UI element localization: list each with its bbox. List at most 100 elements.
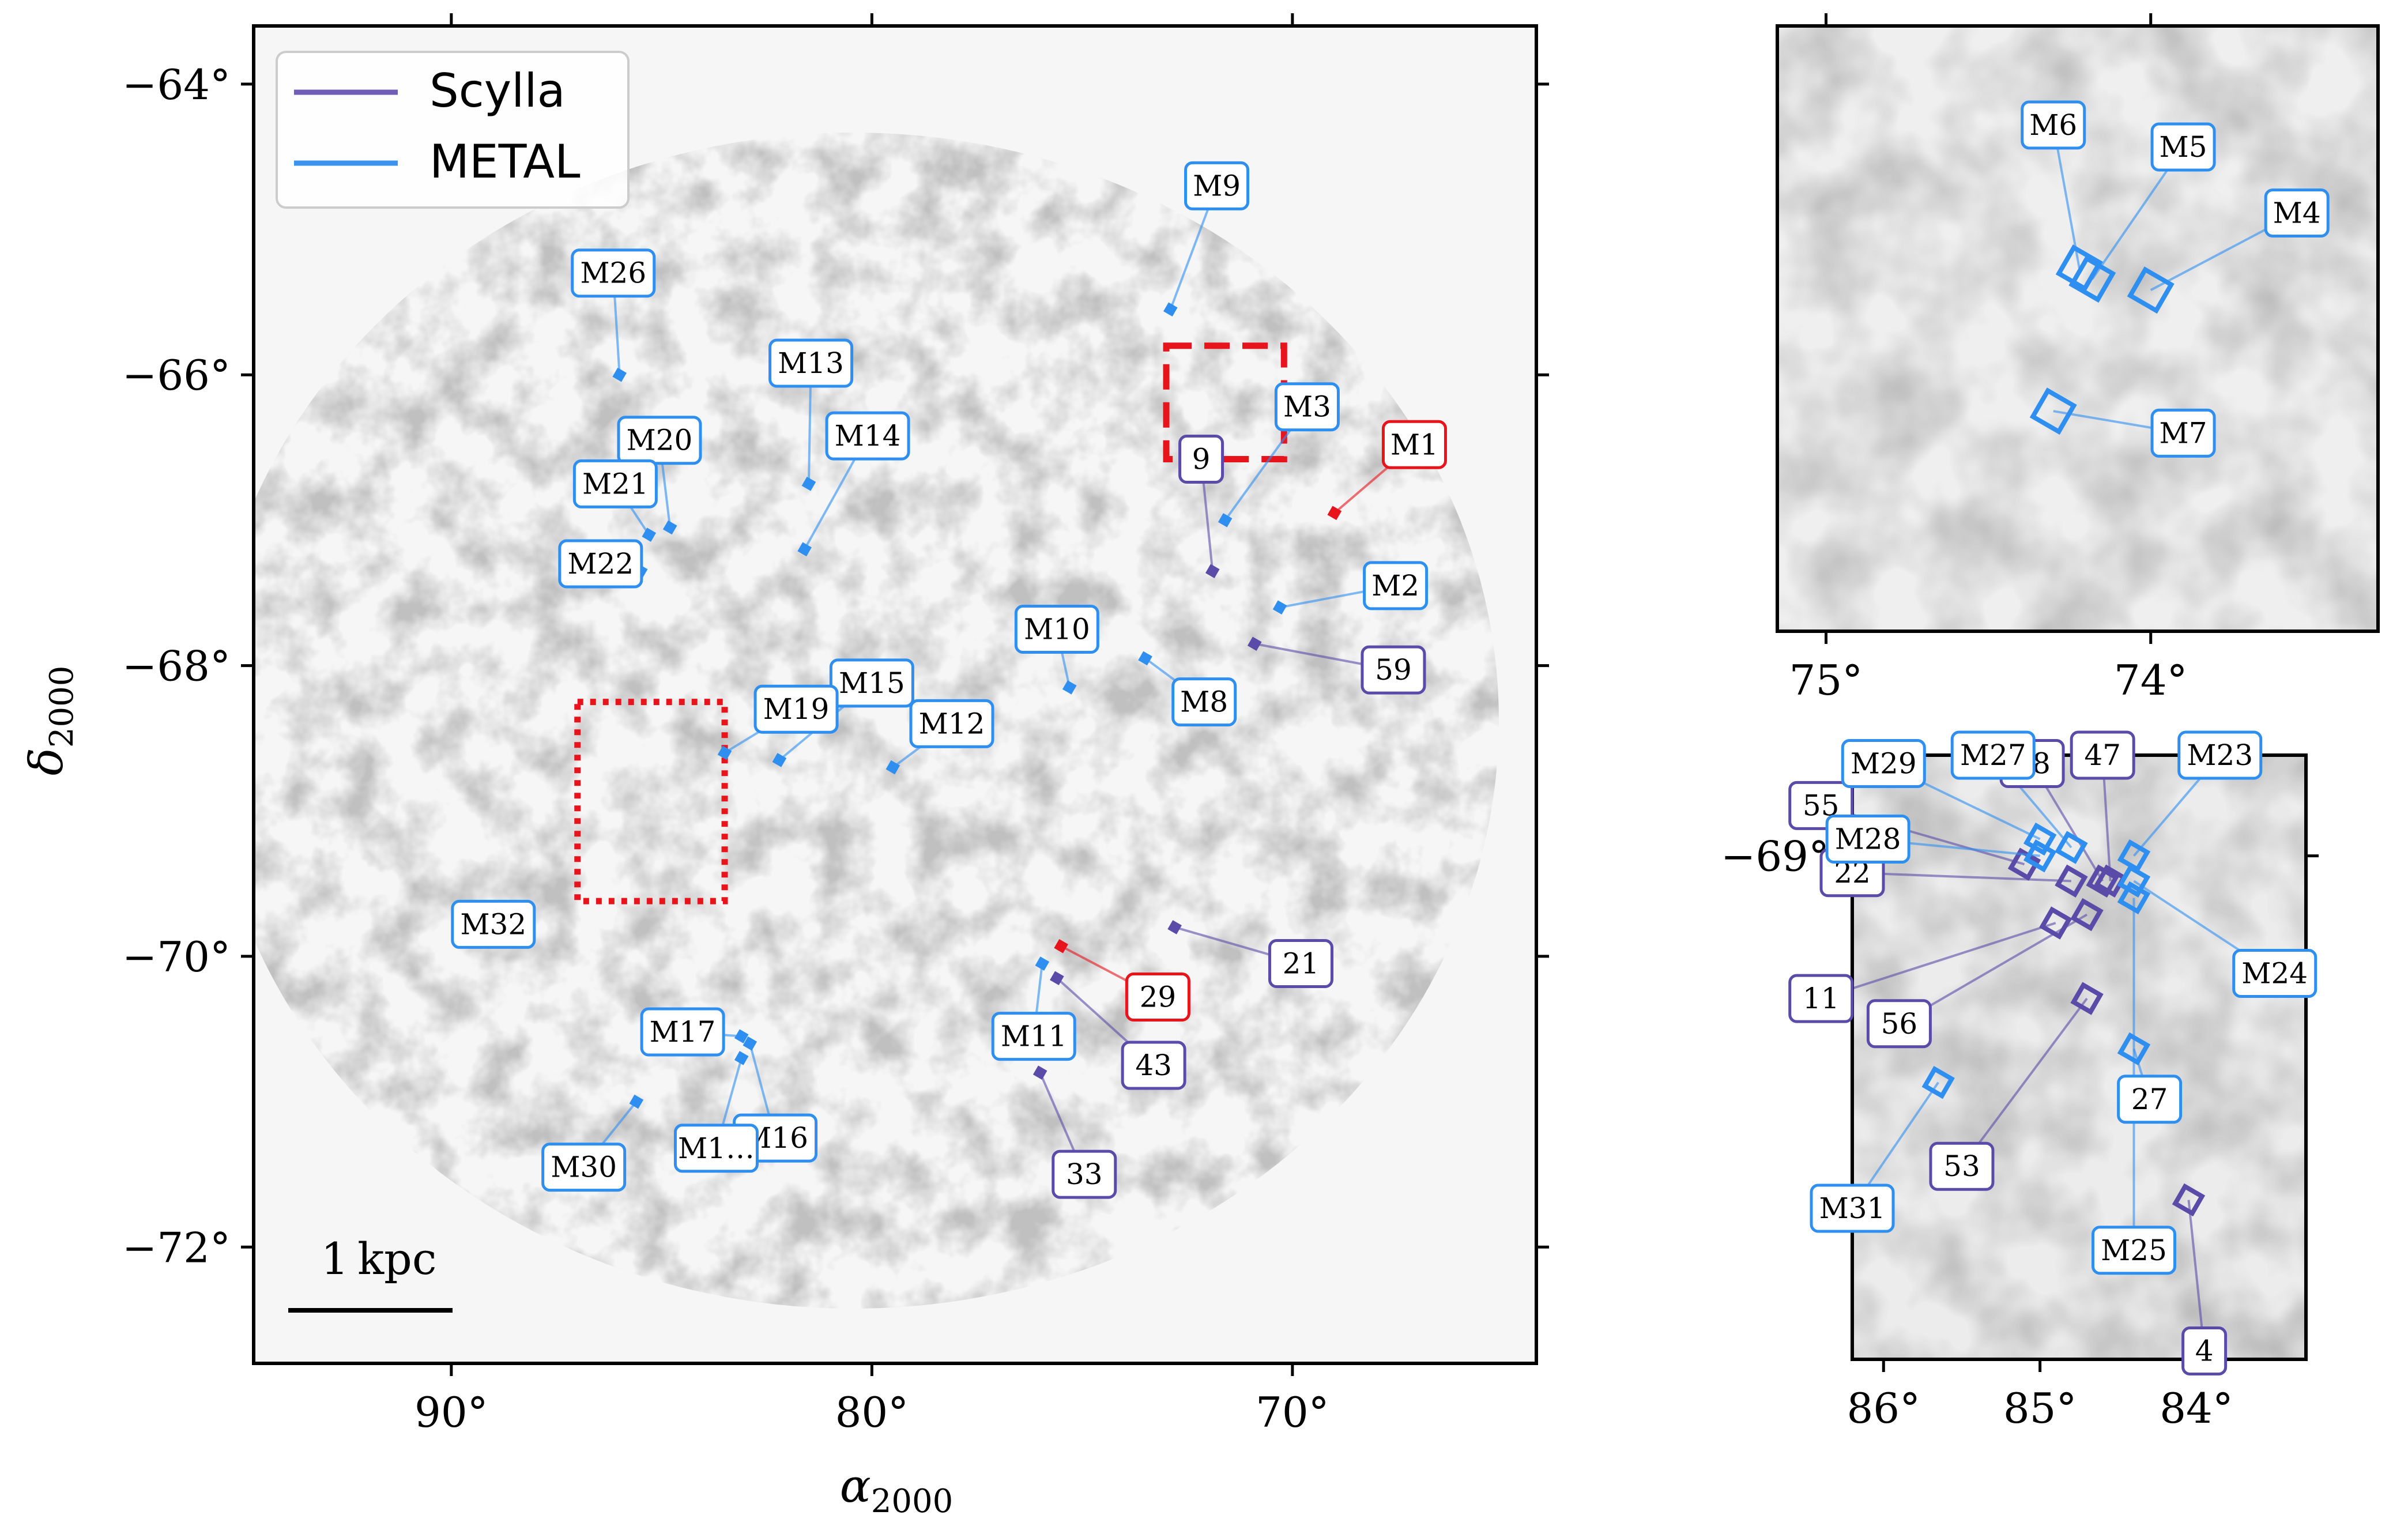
source-label-59: 59 [1361, 645, 1426, 695]
marker-43 [1050, 971, 1064, 986]
source-label-m12: M12 [909, 699, 994, 748]
source-label-43: 43 [1121, 1041, 1186, 1090]
marker-m3 [1218, 513, 1233, 527]
source-label-m11: M11 [991, 1012, 1076, 1061]
source-label-m24: M24 [2232, 948, 2317, 998]
svg-text:M26: M26 [580, 257, 646, 290]
svg-text:M28: M28 [1835, 823, 1901, 856]
marker-m27 [2055, 831, 2088, 864]
leader-line-53 [1961, 997, 2088, 1167]
marker-m11 [1035, 956, 1050, 971]
source-label-m1: M1… [673, 1124, 759, 1173]
source-label-m30: M30 [541, 1143, 627, 1192]
marker-m16 [743, 1036, 758, 1051]
source-label-m31: M31 [1810, 1184, 1895, 1233]
svg-text:M12: M12 [919, 707, 985, 740]
legend: Scylla METAL [276, 51, 630, 209]
marker-m25 [2117, 881, 2151, 915]
inset-top-markers [2029, 125, 2298, 435]
source-label-m26: M26 [571, 248, 656, 298]
marker-m7 [2029, 387, 2077, 435]
source-label-4: 4 [2181, 1326, 2228, 1375]
marker-m17 [734, 1029, 749, 1043]
source-label-m8: M8 [1171, 677, 1237, 727]
source-label-56: 56 [1866, 999, 1932, 1049]
svg-text:47: 47 [2084, 738, 2121, 772]
marker-m1 [734, 1051, 749, 1065]
marker-m20 [662, 520, 677, 535]
svg-text:M11: M11 [1001, 1020, 1067, 1053]
svg-text:M24: M24 [2241, 956, 2308, 990]
svg-text:M6: M6 [2029, 108, 2077, 142]
main-panel: 90° 80° 70° −64° −66° −68° −70° −72° Scylla MET… [20, 13, 1549, 1520]
main-axes: 90° 80° 70° −64° −66° −68° −70° −72° [122, 13, 1549, 1437]
source-label-m15: M15 [829, 658, 914, 708]
leader-line-11 [1821, 922, 2056, 1000]
svg-text:59: 59 [1375, 653, 1412, 687]
svg-text:11: 11 [1803, 982, 1840, 1015]
source-label-m21: M21 [572, 459, 658, 508]
source-label-m25: M25 [2091, 1226, 2176, 1275]
svg-text:4: 4 [2195, 1334, 2214, 1367]
source-label-21: 21 [1268, 939, 1333, 989]
svg-text:53: 53 [1943, 1149, 1980, 1183]
svg-text:M7: M7 [2160, 416, 2207, 450]
svg-text:27: 27 [2131, 1083, 2168, 1116]
inset-top-frame [1776, 24, 2380, 633]
svg-text:M21: M21 [582, 467, 649, 500]
svg-text:9: 9 [1192, 442, 1211, 476]
source-label-m2: M2 [1363, 561, 1429, 610]
svg-text:M32: M32 [460, 907, 526, 941]
marker-m10 [1062, 680, 1077, 695]
y-axis-label: δ2000 [20, 666, 81, 776]
marker-53 [2070, 982, 2104, 1015]
source-label-m20: M20 [617, 416, 702, 465]
svg-text:δ2000: δ2000 [20, 666, 81, 776]
inset-top-axes: 75° 74° [1789, 13, 2188, 704]
marker-m4 [2127, 266, 2175, 314]
svg-text:M15: M15 [839, 666, 905, 700]
source-label-11: 11 [1788, 974, 1854, 1023]
scale-bar-label: 1 kpc [321, 1233, 437, 1284]
svg-text:M27: M27 [1960, 738, 2026, 772]
y-tick-label: −64° [122, 61, 231, 109]
svg-text:M4: M4 [2273, 197, 2321, 230]
svg-text:33: 33 [1066, 1158, 1103, 1191]
svg-text:M1…: M1… [678, 1132, 755, 1165]
svg-text:M2: M2 [1371, 569, 1419, 602]
marker-m30 [629, 1094, 644, 1109]
marker-21 [1167, 920, 1182, 934]
main-frame [252, 24, 1538, 1365]
svg-text:M10: M10 [1024, 613, 1090, 646]
x-tick-label: 80° [835, 1388, 909, 1437]
marker-m1 [1327, 506, 1342, 521]
svg-text:M23: M23 [2187, 738, 2253, 772]
svg-text:21: 21 [1283, 947, 1320, 981]
svg-text:M29: M29 [1851, 747, 1917, 781]
x-tick-label: 70° [1256, 1388, 1329, 1437]
marker-m13 [801, 477, 816, 491]
x-tick-label: 85° [2003, 1384, 2077, 1433]
x-tick-label: 90° [414, 1388, 488, 1437]
svg-text:M17: M17 [650, 1015, 716, 1049]
source-label-47: 47 [2070, 730, 2135, 780]
source-label-m32: M32 [451, 899, 536, 949]
source-label-53: 53 [1929, 1141, 1995, 1191]
legend-label-scylla: Scylla [429, 64, 566, 118]
svg-text:M8: M8 [1180, 685, 1228, 719]
marker-m15 [772, 753, 787, 767]
source-label-m7: M7 [2150, 408, 2216, 458]
svg-text:M5: M5 [2160, 130, 2207, 164]
marker-22 [2055, 864, 2088, 898]
marker-33 [1032, 1065, 1047, 1080]
source-label-m4: M4 [2264, 189, 2330, 238]
y-tick-label: −66° [122, 351, 231, 399]
svg-text:56: 56 [1881, 1007, 1918, 1041]
marker-m21 [642, 527, 657, 542]
svg-text:M14: M14 [835, 419, 901, 453]
marker-56 [2070, 898, 2104, 932]
svg-text:M9: M9 [1193, 169, 1241, 202]
inset-top-panel: 75° 74° [1776, 13, 2380, 704]
marker-m14 [797, 542, 812, 557]
marker-m2 [1272, 600, 1287, 615]
